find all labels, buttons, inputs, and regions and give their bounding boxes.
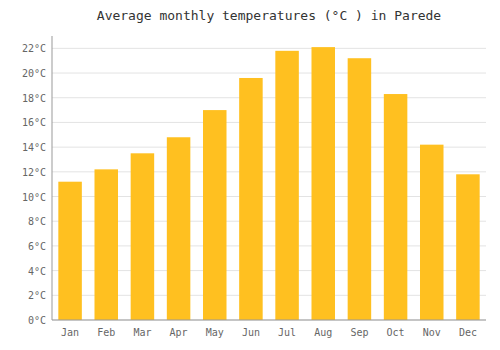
x-tick-label: May: [206, 327, 224, 338]
x-tick-label: Jan: [61, 327, 79, 338]
y-tick-label: 16°C: [22, 117, 46, 128]
grid-line: [52, 73, 486, 74]
bar: [275, 51, 299, 320]
y-tick-label: 10°C: [22, 192, 46, 203]
y-tick-label: 14°C: [22, 142, 46, 153]
grid: [52, 48, 486, 320]
bars: [58, 47, 479, 320]
bar: [58, 182, 82, 320]
bar: [420, 145, 444, 320]
x-tick-label: Jun: [242, 327, 260, 338]
y-tick-label: 8°C: [28, 216, 46, 227]
bar: [167, 137, 191, 320]
y-tick-label: 20°C: [22, 68, 46, 79]
title: Average monthly temperatures (°C ) in Pa…: [97, 8, 442, 23]
x-tick-label: Jul: [278, 327, 296, 338]
x-tick-label: Feb: [97, 327, 115, 338]
bar: [384, 94, 408, 320]
bar: [456, 174, 480, 320]
y-tick-label: 22°C: [22, 43, 46, 54]
background: [0, 0, 500, 350]
x-axis: Jan Feb Mar Apr May Jun Jul Aug Sep Oct Nov Dec: [61, 327, 477, 338]
grid-line: [52, 97, 486, 98]
y-tick-label: 6°C: [28, 241, 46, 252]
bar: [131, 153, 155, 320]
y-tick-label: 4°C: [28, 266, 46, 277]
bar: [239, 78, 263, 320]
x-tick-label: Dec: [459, 327, 477, 338]
bar: [203, 110, 227, 320]
y-tick-label: 0°C: [28, 315, 46, 326]
chart: Average monthly temperatures (°C ) in Pa…: [0, 0, 500, 350]
y-axis-line: [52, 36, 53, 320]
y-tick-label: 18°C: [22, 93, 46, 104]
y-tick-label: 12°C: [22, 167, 46, 178]
x-tick-label: Aug: [314, 327, 332, 338]
x-tick-label: Apr: [170, 327, 188, 338]
bar: [311, 47, 335, 320]
x-tick-label: Mar: [133, 327, 151, 338]
grid-line: [52, 48, 486, 49]
y-tick-label: 2°C: [28, 290, 46, 301]
x-tick-label: Sep: [350, 327, 368, 338]
x-axis-line: [52, 320, 486, 321]
x-tick-label: Oct: [387, 327, 405, 338]
grid-line: [52, 320, 486, 321]
x-tick-label: Nov: [423, 327, 441, 338]
grid-line: [52, 122, 486, 123]
y-axis: 0°C 2°C 4°C 6°C 8°C 10°C 12°C 14°C 16°C 18°C 20°C 2…: [22, 43, 46, 326]
bar: [94, 169, 118, 320]
bar: [348, 58, 372, 320]
